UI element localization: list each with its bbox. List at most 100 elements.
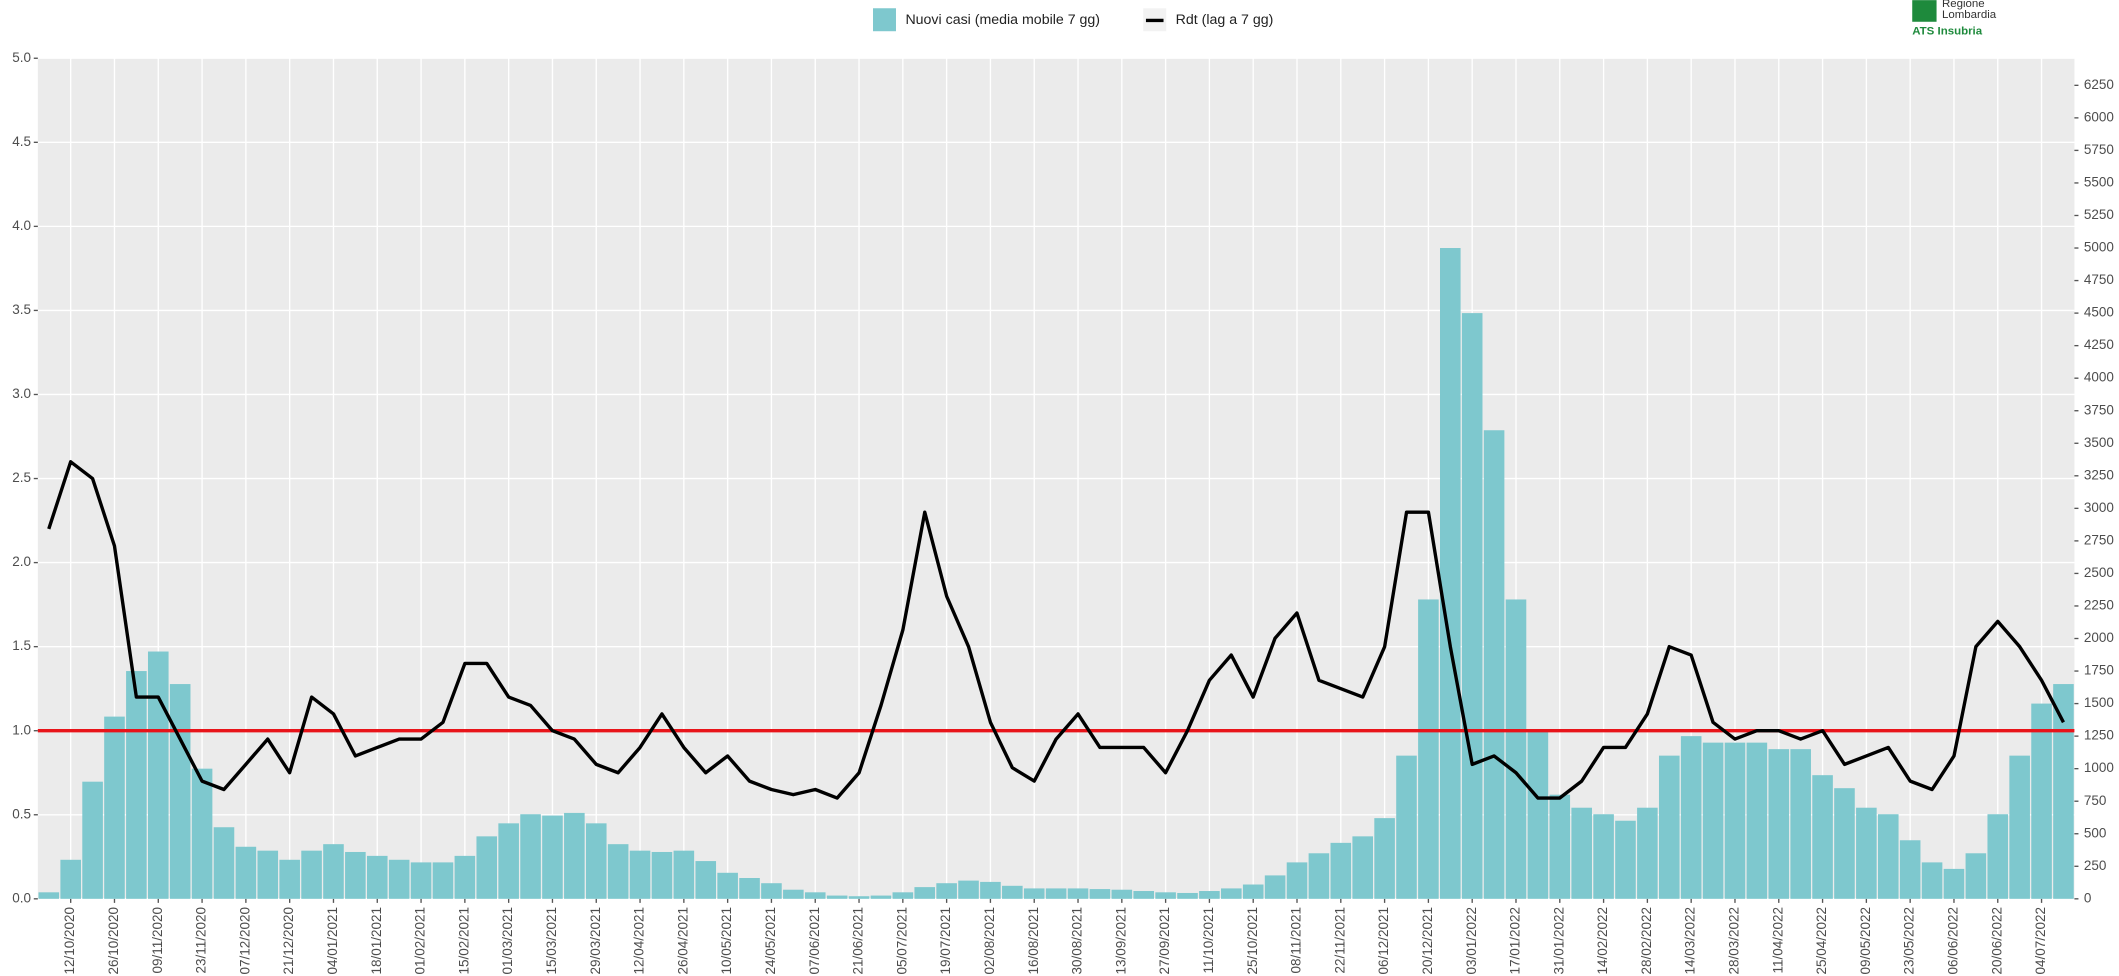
x-tick-label: 07/12/2020: [237, 907, 252, 975]
bar: [126, 671, 147, 899]
bar: [1987, 814, 2009, 899]
x-tick-label: 09/11/2020: [150, 907, 165, 974]
y2-tick-label: 2250: [2084, 598, 2114, 613]
bar: [936, 883, 957, 899]
x-tick-label: 26/04/2021: [675, 907, 690, 975]
y2-tick-label: 1750: [2084, 663, 2114, 678]
bar: [1330, 842, 1352, 899]
x-tick-label: 29/03/2021: [588, 907, 603, 975]
bar: [1374, 818, 1395, 899]
bar: [147, 651, 169, 899]
bar: [1549, 794, 1571, 899]
bar: [1089, 889, 1111, 899]
logo-text: Regione: [1942, 0, 1985, 10]
bar: [1440, 248, 1461, 899]
y2-tick-label: 4500: [2084, 305, 2114, 320]
bar: [848, 896, 870, 899]
bar: [651, 851, 673, 899]
x-tick-label: 11/10/2021: [1201, 907, 1216, 974]
bar: [1615, 820, 1636, 899]
bar: [1658, 755, 1680, 899]
y2-tick-label: 2000: [2084, 630, 2114, 645]
bar: [2031, 703, 2052, 899]
y-tick-label: 4.0: [12, 218, 31, 233]
x-tick-label: 25/04/2022: [1814, 907, 1829, 975]
bar: [1155, 892, 1176, 899]
bar: [2009, 755, 2030, 899]
bar: [564, 812, 585, 899]
bar: [1461, 313, 1483, 899]
x-tick-label: 20/12/2021: [1420, 907, 1435, 975]
bar: [629, 850, 651, 899]
bar: [213, 827, 235, 899]
y-tick-label: 4.5: [12, 134, 31, 149]
bar: [432, 862, 454, 899]
x-tick-label: 14/02/2022: [1595, 907, 1610, 975]
legend-swatch: [873, 8, 896, 32]
bar: [1965, 853, 1987, 899]
y2-tick-label: 2500: [2084, 565, 2114, 580]
bar: [1396, 755, 1417, 899]
bar: [914, 887, 936, 899]
y2-tick-label: 4250: [2084, 337, 2114, 352]
y-tick-label: 2.0: [12, 554, 31, 569]
bar: [410, 862, 432, 899]
bar: [1856, 807, 1877, 899]
bar: [826, 895, 848, 899]
y2-tick-label: 6250: [2084, 77, 2114, 92]
bar: [1111, 889, 1133, 899]
bar: [1921, 862, 1943, 899]
x-tick-label: 05/07/2021: [894, 907, 909, 975]
x-tick-label: 06/12/2021: [1376, 907, 1391, 975]
x-tick-label: 21/12/2020: [281, 907, 296, 975]
legend-text: Nuovi casi (media mobile 7 gg): [905, 12, 1100, 28]
bar: [1680, 736, 1702, 899]
x-tick-label: 12/10/2020: [62, 907, 77, 975]
bar: [958, 880, 979, 899]
bar: [739, 878, 760, 899]
logo-icon: [1912, 0, 1937, 22]
x-tick-label: 10/05/2021: [719, 907, 734, 975]
bar: [717, 872, 738, 899]
x-tick-label: 23/11/2020: [194, 907, 209, 974]
x-tick-label: 13/09/2021: [1113, 907, 1128, 975]
y2-tick-label: 1250: [2084, 728, 2114, 743]
bar: [1221, 888, 1242, 899]
y2-tick-label: 5500: [2084, 175, 2114, 190]
y2-tick-label: 4000: [2084, 370, 2114, 385]
x-tick-label: 28/02/2022: [1639, 907, 1654, 975]
x-tick-label: 18/01/2021: [369, 907, 384, 975]
y2-tick-label: 3750: [2084, 402, 2114, 417]
y2-tick-label: 3000: [2084, 500, 2114, 515]
bar: [1023, 888, 1045, 899]
x-tick-label: 11/04/2022: [1770, 907, 1785, 974]
bar: [1702, 742, 1724, 899]
bar: [301, 850, 322, 899]
bar: [38, 892, 60, 899]
x-tick-label: 09/05/2022: [1858, 907, 1873, 975]
bar: [542, 815, 563, 899]
y2-tick-label: 3500: [2084, 435, 2114, 450]
bar: [804, 892, 826, 899]
line-series: [47, 460, 2065, 800]
y2-tick-label: 4750: [2084, 272, 2114, 287]
bar: [60, 859, 81, 899]
bar: [585, 823, 607, 899]
x-tick-label: 04/07/2022: [2033, 907, 2048, 975]
x-tick-label: 16/08/2021: [1026, 907, 1041, 975]
bar: [607, 844, 629, 899]
bar: [1264, 875, 1286, 899]
y2-tick-label: 2750: [2084, 532, 2114, 547]
x-tick-label: 07/06/2021: [807, 907, 822, 975]
y-tick-label: 1.5: [12, 638, 31, 653]
x-tick-label: 06/06/2022: [1946, 907, 1961, 975]
bar: [1877, 814, 1899, 899]
bar: [1352, 836, 1373, 899]
x-tick-label: 27/09/2021: [1157, 907, 1172, 975]
x-tick-label: 25/10/2021: [1245, 907, 1260, 975]
bar: [2053, 684, 2074, 899]
bar: [1418, 599, 1439, 899]
bar: [1133, 891, 1155, 899]
bar: [1571, 807, 1592, 899]
